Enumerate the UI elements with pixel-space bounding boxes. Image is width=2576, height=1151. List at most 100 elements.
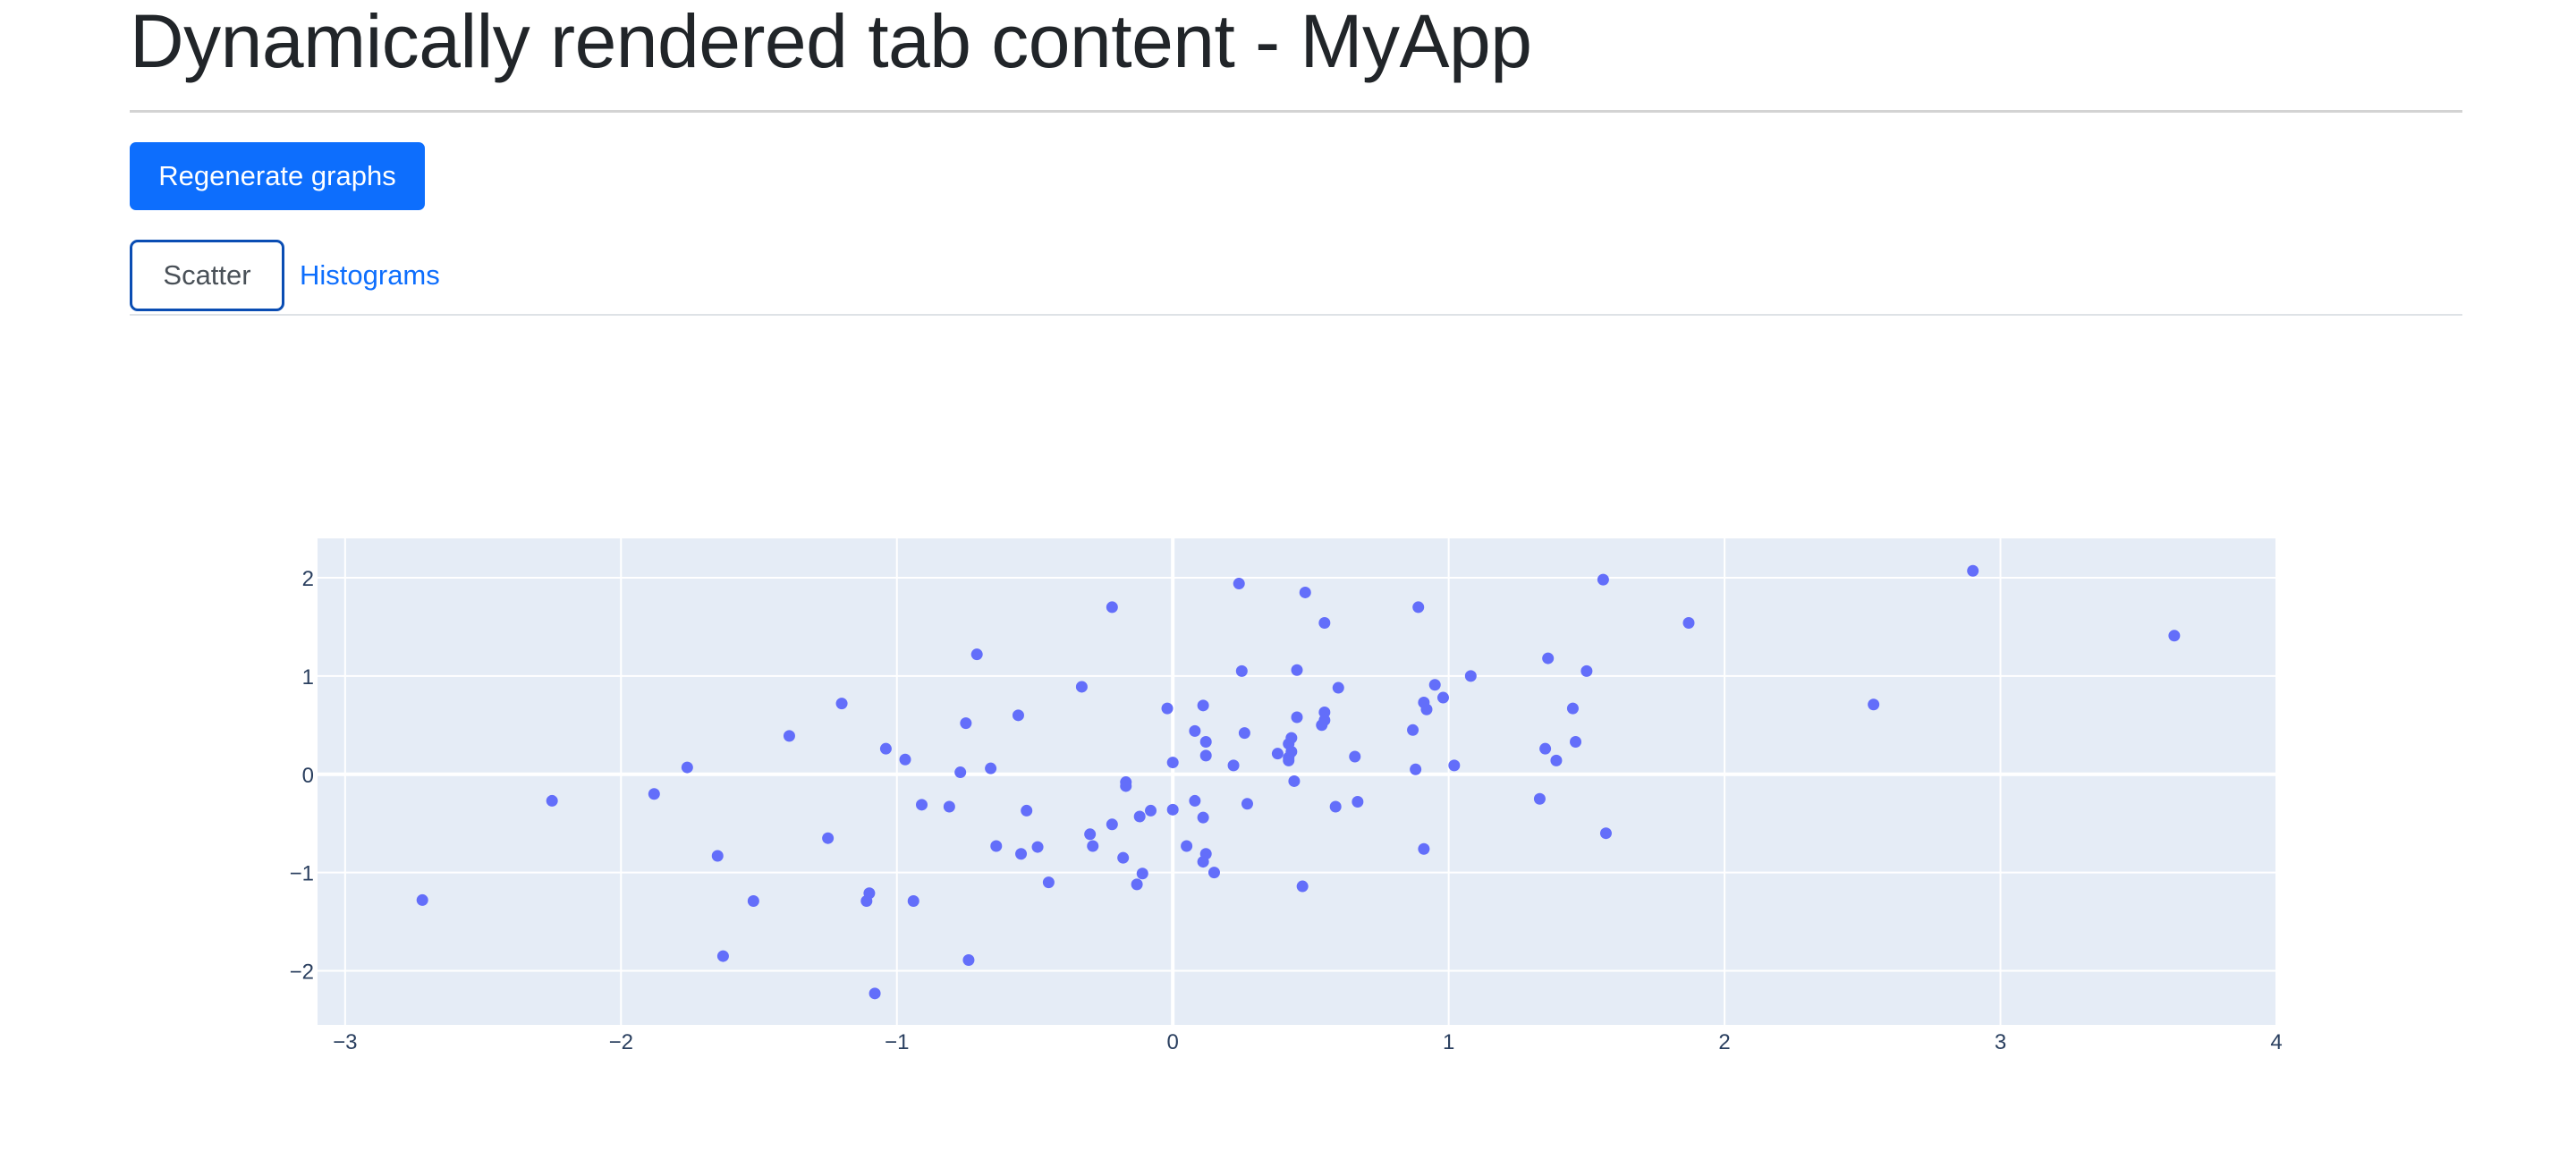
scatter-point[interactable]	[1131, 878, 1143, 891]
scatter-point[interactable]	[783, 730, 795, 742]
scatter-point[interactable]	[1199, 749, 1212, 762]
scatter-point[interactable]	[1087, 840, 1099, 852]
scatter-point[interactable]	[1352, 796, 1364, 808]
scatter-point[interactable]	[1533, 792, 1546, 805]
scatter-point[interactable]	[716, 950, 729, 962]
scatter-point[interactable]	[1133, 810, 1146, 823]
scatter-point[interactable]	[1428, 679, 1441, 691]
scatter-point[interactable]	[1199, 735, 1212, 748]
scatter-point[interactable]	[1550, 754, 1563, 766]
scatter-point[interactable]	[1197, 699, 1209, 712]
regenerate-graphs-button[interactable]: Regenerate graphs	[130, 142, 425, 210]
scatter-point[interactable]	[1283, 754, 1295, 766]
scatter-point[interactable]	[835, 698, 848, 710]
scatter-point[interactable]	[1566, 702, 1579, 715]
scatter-point[interactable]	[1318, 714, 1331, 726]
y-tick-label: 2	[302, 567, 314, 591]
scatter-point[interactable]	[1166, 757, 1179, 769]
scatter-point[interactable]	[1682, 617, 1695, 630]
scatter-point[interactable]	[1288, 774, 1301, 787]
scatter-point[interactable]	[1189, 794, 1201, 807]
scatter-point[interactable]	[1418, 842, 1430, 855]
scatter-point[interactable]	[985, 762, 997, 774]
scatter-point[interactable]	[1285, 732, 1298, 744]
scatter-point[interactable]	[1166, 803, 1179, 816]
scatter-point[interactable]	[899, 753, 911, 766]
scatter-point[interactable]	[970, 648, 983, 661]
scatter-point[interactable]	[416, 893, 428, 906]
scatter-point[interactable]	[1106, 818, 1118, 831]
scatter-point[interactable]	[869, 987, 881, 1000]
scatter-point[interactable]	[1329, 800, 1342, 813]
scatter-point[interactable]	[1120, 780, 1132, 792]
tab-histograms[interactable]: Histograms	[300, 259, 440, 291]
scatter-point[interactable]	[1136, 867, 1148, 880]
scatter-point[interactable]	[1075, 681, 1088, 693]
scatter-point[interactable]	[1145, 804, 1157, 817]
scatter-point[interactable]	[962, 953, 975, 966]
scatter-point[interactable]	[1542, 652, 1555, 664]
scatter-point[interactable]	[1412, 601, 1425, 614]
scatter-point[interactable]	[1189, 724, 1201, 737]
scatter-point[interactable]	[1349, 750, 1361, 763]
scatter-point[interactable]	[1181, 840, 1193, 852]
scatter-point[interactable]	[1291, 711, 1303, 724]
scatter-point[interactable]	[1868, 698, 1880, 711]
scatter-point[interactable]	[1407, 724, 1419, 736]
scatter-point[interactable]	[1238, 727, 1250, 740]
scatter-point[interactable]	[1291, 664, 1303, 676]
scatter-point[interactable]	[1436, 691, 1449, 704]
scatter-point[interactable]	[1084, 828, 1097, 841]
scatter-point[interactable]	[1539, 742, 1552, 755]
scatter-point[interactable]	[747, 895, 759, 908]
scatter-point[interactable]	[1318, 617, 1331, 630]
scatter-point[interactable]	[1580, 664, 1593, 677]
scatter-point[interactable]	[1233, 578, 1245, 590]
scatter-point[interactable]	[1106, 601, 1118, 614]
scatter-point[interactable]	[1285, 745, 1298, 757]
tab-scatter[interactable]: Scatter	[130, 240, 284, 311]
scatter-point[interactable]	[990, 840, 1003, 852]
scatter-point[interactable]	[681, 761, 693, 774]
scatter-point[interactable]	[960, 717, 972, 730]
scatter-point[interactable]	[1448, 759, 1461, 772]
scatter-point[interactable]	[711, 850, 724, 862]
scatter-point[interactable]	[1012, 709, 1024, 722]
scatter-point[interactable]	[1021, 804, 1033, 817]
grid-lines	[318, 538, 2277, 1025]
scatter-point[interactable]	[1161, 702, 1174, 715]
scatter-point[interactable]	[954, 766, 967, 779]
scatter-point[interactable]	[1199, 848, 1212, 860]
scatter-point[interactable]	[648, 788, 660, 800]
x-tick-label: −2	[609, 1030, 633, 1054]
scatter-point[interactable]	[546, 794, 558, 807]
scatter-point[interactable]	[2168, 630, 2181, 642]
scatter-point[interactable]	[863, 887, 876, 900]
scatter-point[interactable]	[879, 742, 892, 755]
scatter-point[interactable]	[1464, 670, 1477, 682]
scatter-point[interactable]	[943, 800, 955, 813]
scatter-point[interactable]	[1042, 876, 1055, 889]
scatter-point[interactable]	[1227, 759, 1240, 772]
scatter-point[interactable]	[1031, 841, 1044, 853]
scatter-point[interactable]	[1410, 763, 1422, 775]
x-tick-label: −3	[333, 1030, 357, 1054]
scatter-point[interactable]	[1420, 703, 1433, 715]
scatter-point[interactable]	[1299, 586, 1311, 598]
scatter-point[interactable]	[1208, 867, 1220, 879]
scatter-point[interactable]	[916, 799, 928, 811]
scatter-point[interactable]	[1117, 851, 1130, 864]
scatter-point[interactable]	[1332, 681, 1344, 694]
scatter-point[interactable]	[1597, 573, 1609, 586]
scatter-point[interactable]	[1015, 848, 1028, 860]
scatter-point[interactable]	[907, 895, 919, 908]
scatter-point[interactable]	[1599, 827, 1612, 840]
scatter-point[interactable]	[1296, 880, 1309, 893]
scatter-point[interactable]	[1570, 735, 1582, 748]
scatter-point[interactable]	[1235, 664, 1248, 677]
scatter-point[interactable]	[1271, 748, 1284, 760]
scatter-point[interactable]	[1197, 811, 1209, 824]
scatter-point[interactable]	[822, 832, 835, 844]
scatter-point[interactable]	[1967, 564, 1979, 577]
scatter-point[interactable]	[1241, 798, 1253, 810]
